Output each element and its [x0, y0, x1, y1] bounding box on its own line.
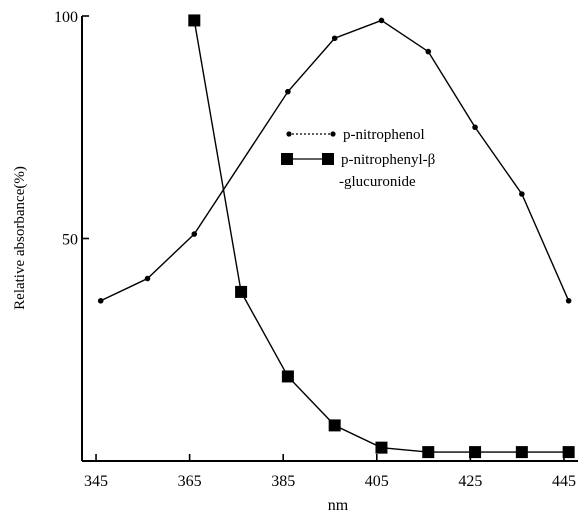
- x-axis-label: nm: [328, 497, 349, 514]
- x-tick-label: 365: [178, 473, 202, 490]
- legend-label-glucuronide-line1: p-nitrophenyl-β: [341, 152, 435, 168]
- data-point: [191, 231, 198, 237]
- series-p-nitrophenyl-glucuronide: [188, 14, 575, 459]
- legend-marker-square: [281, 153, 293, 165]
- data-point: [281, 370, 294, 383]
- data-point: [235, 285, 248, 298]
- legend-marker-square: [322, 153, 334, 165]
- x-tick-label: 445: [552, 473, 576, 490]
- series-layer: [97, 14, 575, 459]
- data-point: [565, 298, 572, 304]
- data-point: [425, 48, 432, 55]
- legend-marker-circle: [330, 131, 336, 137]
- data-point: [97, 298, 104, 304]
- data-point: [188, 14, 201, 27]
- x-tick-label: 385: [271, 473, 295, 490]
- series-p-nitrophenol: [97, 17, 572, 304]
- data-point: [422, 446, 435, 459]
- legend: p-nitrophenol p-nitrophenyl-β -glucuroni…: [281, 127, 435, 190]
- y-tick-label: 50: [62, 232, 78, 249]
- x-tick-label: 405: [365, 473, 389, 490]
- x-tick-label: 345: [84, 473, 108, 490]
- legend-label-glucuronide-line2: -glucuronide: [339, 174, 416, 190]
- data-point: [144, 275, 151, 282]
- legend-entry-p-nitrophenol: p-nitrophenol: [286, 127, 425, 143]
- data-point: [328, 419, 341, 432]
- legend-entry-p-nitrophenyl-glucuronide: p-nitrophenyl-β -glucuronide: [281, 152, 435, 190]
- data-point: [562, 446, 575, 459]
- series-line: [193, 20, 569, 453]
- y-axis-label: Relative absorbance(%): [12, 166, 28, 310]
- series-line: [100, 19, 570, 302]
- ticks: 345 365 385 405 425 445 50 100: [54, 9, 576, 490]
- data-point: [375, 441, 388, 454]
- data-point: [378, 17, 385, 24]
- legend-label-p-nitrophenol: p-nitrophenol: [343, 127, 425, 143]
- data-point: [331, 35, 338, 42]
- legend-marker-circle: [286, 131, 292, 137]
- data-point: [472, 124, 478, 131]
- data-point: [285, 88, 291, 95]
- x-tick-label: 425: [458, 473, 482, 490]
- data-point: [519, 191, 525, 197]
- data-point: [515, 446, 528, 459]
- data-point: [469, 446, 482, 459]
- y-tick-label: 100: [54, 9, 78, 26]
- axes: [81, 16, 578, 462]
